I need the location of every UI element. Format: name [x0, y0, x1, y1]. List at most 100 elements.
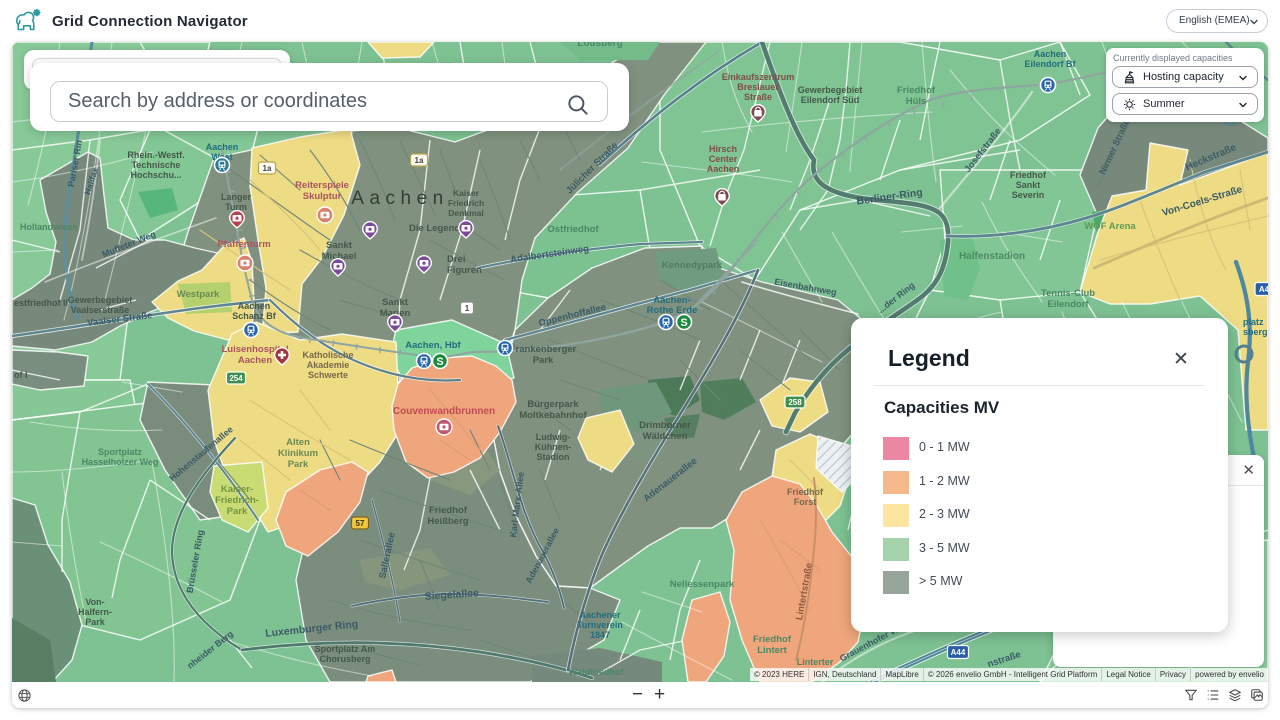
svg-text:Forst: Forst	[794, 497, 817, 507]
svg-text:Ostfriedhof: Ostfriedhof	[547, 224, 599, 235]
svg-text:Friedrich-: Friedrich-	[215, 495, 259, 506]
svg-text:Hüls: Hüls	[906, 96, 927, 107]
svg-text:57: 57	[356, 519, 365, 528]
svg-text:Aachen: Aachen	[238, 301, 271, 311]
svg-text:of I: of I	[14, 370, 28, 380]
svg-text:Langer: Langer	[221, 192, 252, 202]
svg-text:Schanz Bf: Schanz Bf	[232, 311, 277, 321]
svg-text:Couvenwandbrunnen: Couvenwandbrunnen	[393, 406, 495, 417]
svg-text:Hochschu...: Hochschu...	[130, 170, 181, 180]
svg-text:Denkmal: Denkmal	[448, 208, 483, 218]
svg-text:1: 1	[465, 304, 470, 313]
svg-text:Aachen-: Aachen-	[653, 295, 690, 306]
svg-text:1a: 1a	[415, 156, 424, 165]
svg-text:S: S	[436, 356, 443, 368]
svg-text:Aachen: Aachen	[351, 188, 448, 209]
svg-text:estfriedhof II: estfriedhof II	[14, 298, 68, 308]
svg-text:Tennis-Club: Tennis-Club	[1041, 288, 1095, 299]
svg-text:Sankt: Sankt	[326, 240, 353, 251]
svg-text:A44: A44	[951, 648, 966, 657]
svg-text:Reiterspiele: Reiterspiele	[295, 180, 349, 191]
svg-text:Kennedypark: Kennedypark	[662, 260, 723, 271]
svg-text:Technische: Technische	[132, 160, 181, 170]
svg-text:Chorusberg: Chorusberg	[319, 654, 370, 664]
svg-text:Heißberg: Heißberg	[427, 516, 468, 527]
svg-text:Klinikum: Klinikum	[278, 448, 318, 459]
svg-text:Kaiser-: Kaiser-	[221, 484, 253, 495]
svg-text:Katholische: Katholische	[302, 350, 353, 360]
svg-text:Drimborner: Drimborner	[639, 420, 691, 431]
svg-text:Park: Park	[227, 506, 248, 517]
svg-text:Bürgerpark: Bürgerpark	[527, 399, 579, 410]
svg-text:Kühnen-: Kühnen-	[535, 442, 572, 452]
svg-text:Friedhof: Friedhof	[429, 505, 468, 516]
svg-text:Vaalserstraße: Vaalserstraße	[71, 305, 130, 315]
svg-text:Park: Park	[533, 355, 554, 366]
svg-text:Einkaufszentrum: Einkaufszentrum	[722, 72, 795, 82]
svg-text:Straße: Straße	[744, 92, 772, 102]
svg-text:Severin: Severin	[1012, 190, 1045, 200]
svg-text:Hollandwiese: Hollandwiese	[20, 222, 78, 232]
svg-text:Nellessenpark: Nellessenpark	[670, 579, 735, 590]
svg-text:Lousberg: Lousberg	[577, 42, 623, 49]
svg-text:Sankt: Sankt	[382, 297, 409, 308]
svg-text:Friedhof: Friedhof	[897, 85, 936, 96]
svg-text:Friedhof: Friedhof	[787, 487, 824, 497]
svg-text:Friedhof: Friedhof	[753, 634, 792, 645]
svg-text:Turm: Turm	[225, 202, 247, 212]
svg-text:Skulptur: Skulptur	[303, 191, 342, 202]
svg-text:Pfaffenturm: Pfaffenturm	[217, 239, 270, 250]
svg-text:Westpark: Westpark	[177, 289, 220, 300]
svg-text:1a: 1a	[263, 164, 272, 173]
svg-text:Sportplatz: Sportplatz	[98, 447, 142, 457]
svg-text:Drei: Drei	[447, 254, 465, 265]
svg-text:Sankt: Sankt	[1016, 180, 1041, 190]
svg-text:Friedhof: Friedhof	[1010, 170, 1047, 180]
svg-text:Gewerbegebiet: Gewerbegebiet	[798, 85, 863, 95]
svg-text:258: 258	[788, 398, 802, 407]
svg-text:Alten: Alten	[286, 437, 310, 448]
svg-text:S: S	[680, 317, 687, 329]
svg-text:Moltkebahnhof: Moltkebahnhof	[519, 410, 587, 421]
svg-text:Halfenstadion: Halfenstadion	[959, 251, 1025, 262]
svg-text:Figuren: Figuren	[447, 265, 482, 276]
svg-text:Rhein.-Westf.: Rhein.-Westf.	[127, 150, 184, 160]
svg-text:platz: platz	[1243, 317, 1264, 327]
svg-text:Sportplatz Am: Sportplatz Am	[315, 644, 376, 654]
svg-text:WOF Arena: WOF Arena	[1084, 221, 1136, 232]
svg-text:1847: 1847	[590, 630, 610, 640]
svg-text:Hasselholzer Weg: Hasselholzer Weg	[82, 457, 159, 467]
svg-text:Aachen, Hbf: Aachen, Hbf	[405, 340, 461, 351]
svg-text:Aachen: Aachen	[238, 355, 273, 366]
svg-text:Aachen: Aachen	[1034, 49, 1067, 59]
svg-text:254: 254	[229, 374, 243, 383]
svg-text:Halfern-: Halfern-	[78, 607, 112, 617]
svg-text:Eilendorf: Eilendorf	[1047, 299, 1089, 310]
svg-text:Linterter: Linterter	[797, 657, 834, 667]
svg-text:Hirsch: Hirsch	[709, 144, 737, 154]
svg-text:Center: Center	[709, 154, 738, 164]
svg-text:Michael: Michael	[322, 251, 357, 262]
svg-text:Die Legende: Die Legende	[409, 223, 466, 234]
svg-text:Akademie: Akademie	[307, 360, 350, 370]
svg-text:Schwerte: Schwerte	[308, 370, 348, 380]
svg-text:Eilendorf Süd: Eilendorf Süd	[801, 95, 860, 105]
svg-text:sberg: sberg	[1243, 327, 1268, 337]
svg-text:Aachen: Aachen	[707, 164, 740, 174]
svg-text:Marien: Marien	[380, 308, 411, 319]
svg-text:A4: A4	[1259, 285, 1268, 294]
svg-text:Ludwig-: Ludwig-	[536, 432, 571, 442]
svg-text:Park: Park	[288, 459, 309, 470]
svg-text:Kaiser: Kaiser	[453, 188, 480, 198]
svg-text:Frankenberger: Frankenberger	[510, 344, 577, 355]
svg-text:Lintert: Lintert	[757, 645, 787, 656]
svg-text:Aachener: Aachener	[579, 610, 621, 620]
svg-text:Rothe Erde: Rothe Erde	[647, 305, 698, 316]
svg-text:Friedrich: Friedrich	[448, 198, 484, 208]
svg-text:Park: Park	[85, 617, 106, 627]
svg-text:Eilendorf Bf: Eilendorf Bf	[1025, 59, 1077, 69]
svg-text:Breslauer: Breslauer	[737, 82, 779, 92]
svg-text:Wäldchen: Wäldchen	[643, 431, 688, 442]
svg-text:Luisenhospital: Luisenhospital	[221, 344, 288, 355]
svg-text:Von-: Von-	[85, 597, 104, 607]
